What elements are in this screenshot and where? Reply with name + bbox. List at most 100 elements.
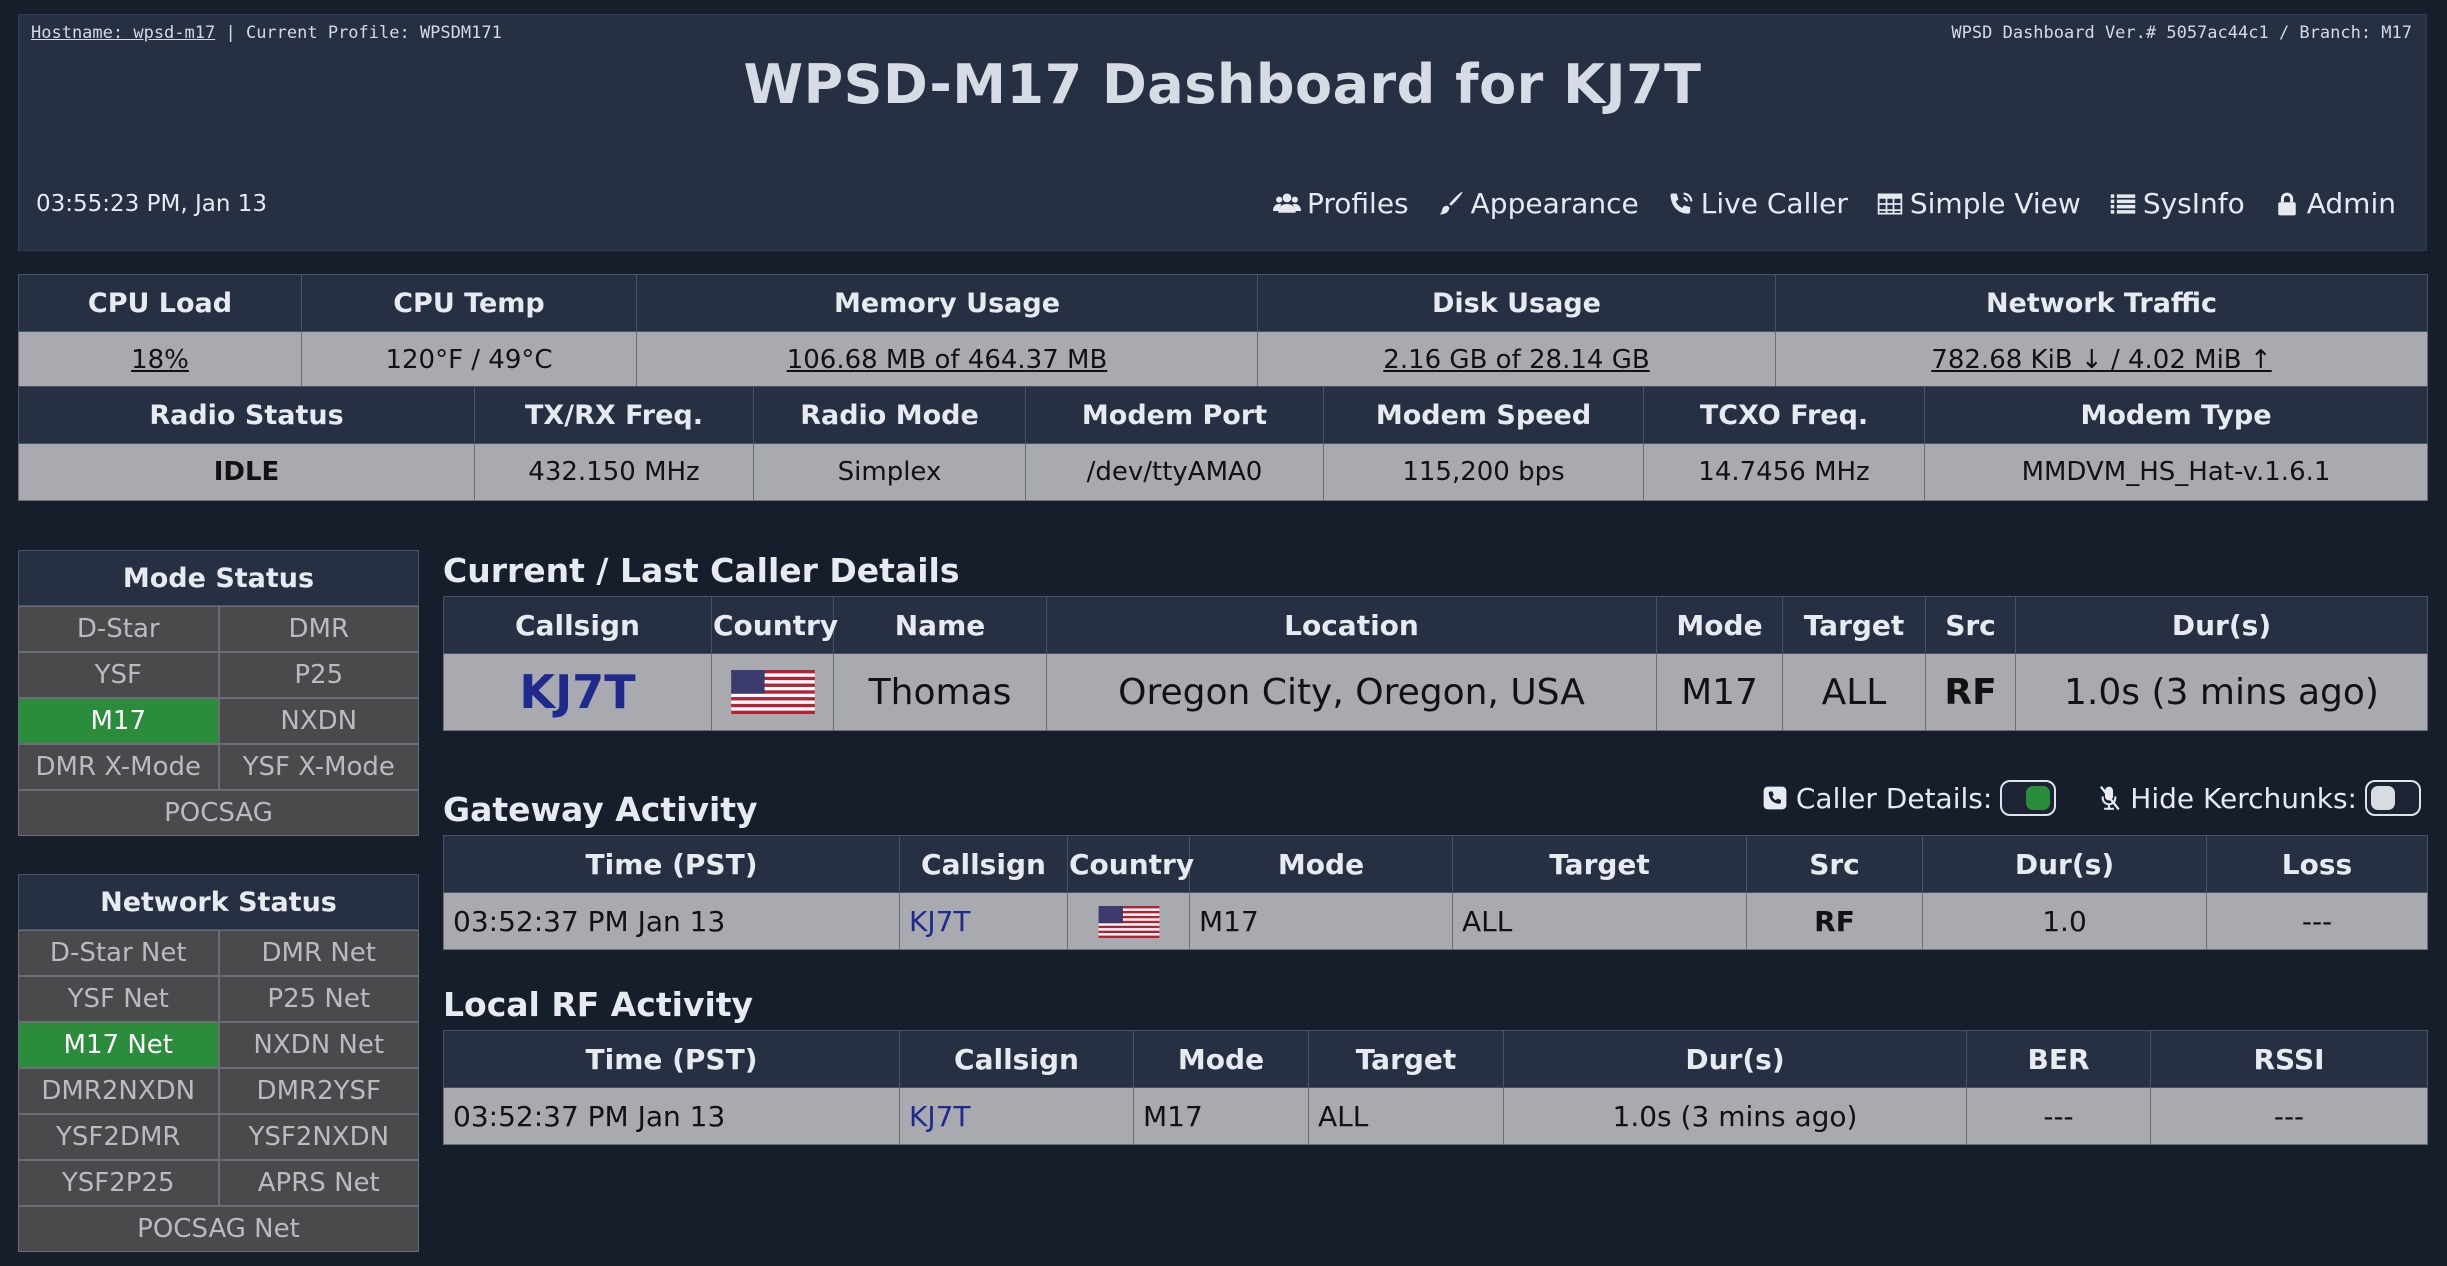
net-ysf2p25: YSF2P25	[18, 1160, 219, 1206]
cpu-load-value[interactable]: 18%	[131, 345, 189, 375]
mode-dmr-xmode: DMR X-Mode	[18, 744, 219, 790]
gateway-activity-table: Time (PST) Callsign Country Mode Target …	[443, 835, 2428, 950]
display-toggles: Caller Details: Hide Kerchunks:	[1762, 780, 2421, 816]
radio-status-value: IDLE	[18, 443, 475, 501]
mode-ysf-xmode: YSF X-Mode	[218, 744, 419, 790]
caller-header-duration: Dur(s)	[2015, 596, 2428, 654]
radio-stats-values: IDLE 432.150 MHz Simplex /dev/ttyAMA0 11…	[18, 443, 2428, 501]
nav-profiles-label: Profiles	[1306, 187, 1409, 220]
caller-details-toggle-group: Caller Details:	[1762, 780, 2057, 816]
phone-icon	[1763, 786, 1787, 810]
local-rf-header-callsign: Callsign	[899, 1030, 1134, 1088]
nav-profiles[interactable]: Profiles	[1272, 187, 1409, 220]
table-row: 03:52:37 PM Jan 13 KJ7T M17 ALL RF 1.0 -…	[443, 892, 2428, 950]
current-profile: | Current Profile: WPSDM171	[225, 23, 502, 43]
hide-kerchunks-label: Hide Kerchunks:	[2130, 781, 2357, 815]
nav-sysinfo[interactable]: SysInfo	[2109, 187, 2245, 220]
gateway-time-value: 03:52:37 PM Jan 13	[443, 892, 900, 950]
net-aprs: APRS Net	[218, 1160, 419, 1206]
hide-kerchunks-toggle-group: Hide Kerchunks:	[2096, 780, 2421, 816]
gateway-callsign-link[interactable]: KJ7T	[909, 904, 971, 938]
net-pocsag: POCSAG Net	[18, 1206, 419, 1252]
gateway-section-title: Gateway Activity	[443, 790, 758, 829]
mode-status-title: Mode Status	[18, 550, 419, 606]
caller-details-toggle[interactable]	[2000, 780, 2057, 816]
local-rf-duration-value: 1.0s (3 mins ago)	[1503, 1087, 1967, 1145]
caller-mode-value: M17	[1656, 653, 1783, 731]
net-m17: M17 Net	[18, 1022, 219, 1068]
local-rf-mode-value: M17	[1133, 1087, 1309, 1145]
header-modem-type: Modem Type	[1924, 386, 2428, 444]
local-rf-header-row: Time (PST) Callsign Mode Target Dur(s) B…	[443, 1030, 2428, 1088]
mode-p25: P25	[218, 652, 419, 698]
us-flag-icon	[730, 670, 815, 714]
gateway-callsign-cell: KJ7T	[899, 892, 1068, 950]
header-txrx-freq: TX/RX Freq.	[474, 386, 754, 444]
disk-cell: 2.16 GB of 28.14 GB	[1257, 331, 1776, 389]
top-nav: Profiles Appearance Live Caller Simple V…	[1272, 187, 2396, 220]
network-cell: 782.68 KiB ↓ / 4.02 MiB ↑	[1775, 331, 2428, 389]
hide-kerchunks-toggle[interactable]	[2365, 780, 2421, 816]
toggle-knob	[2026, 786, 2051, 810]
hostname-link[interactable]: Hostname: wpsd-m17	[31, 23, 216, 43]
caller-callsign-cell: KJ7T	[443, 653, 712, 731]
caller-header-country: Country	[711, 596, 838, 654]
gateway-header-src: Src	[1746, 835, 1923, 893]
gateway-header-mode: Mode	[1189, 835, 1453, 893]
network-traffic-value[interactable]: 782.68 KiB ↓ / 4.02 MiB ↑	[1931, 345, 2272, 375]
net-dstar: D-Star Net	[18, 930, 219, 976]
gateway-header-callsign: Callsign	[899, 835, 1068, 893]
modem-type-value: MMDVM_HS_Hat-v.1.6.1	[1924, 443, 2428, 501]
tcxo-freq-value: 14.7456 MHz	[1643, 443, 1925, 501]
header-network-traffic: Network Traffic	[1775, 274, 2428, 332]
local-rf-header-time: Time (PST)	[443, 1030, 900, 1088]
net-dmr2nxdn: DMR2NXDN	[18, 1068, 219, 1114]
memory-usage-value[interactable]: 106.68 MB of 464.37 MB	[786, 345, 1108, 375]
radio-stats-table: Radio Status TX/RX Freq. Radio Mode Mode…	[18, 386, 2428, 501]
gateway-header-country: Country	[1067, 835, 1194, 893]
modem-speed-value: 115,200 bps	[1323, 443, 1644, 501]
gateway-mode-value: M17	[1189, 892, 1453, 950]
table-row: 03:52:37 PM Jan 13 KJ7T M17 ALL 1.0s (3 …	[443, 1087, 2428, 1145]
gateway-header-row: Time (PST) Callsign Country Mode Target …	[443, 835, 2428, 893]
local-rf-callsign-cell: KJ7T	[899, 1087, 1134, 1145]
caller-header-location: Location	[1046, 596, 1657, 654]
caller-duration-value: 1.0s (3 mins ago)	[2015, 653, 2428, 731]
memory-cell: 106.68 MB of 464.37 MB	[636, 331, 1258, 389]
net-ysf2dmr: YSF2DMR	[18, 1114, 219, 1160]
caller-row: KJ7T Thomas Oregon City, Oregon, USA M17…	[443, 653, 2428, 731]
header-memory-usage: Memory Usage	[636, 274, 1258, 332]
caller-header-target: Target	[1782, 596, 1926, 654]
caller-details-label: Caller Details:	[1795, 781, 1993, 815]
header-modem-port: Modem Port	[1025, 386, 1324, 444]
nav-simple-view[interactable]: Simple View	[1876, 187, 2081, 220]
local-rf-time-value: 03:52:37 PM Jan 13	[443, 1087, 900, 1145]
gateway-header-duration: Dur(s)	[1922, 835, 2207, 893]
caller-header-src: Src	[1925, 596, 2016, 654]
caller-header-callsign: Callsign	[443, 596, 712, 654]
gateway-header-time: Time (PST)	[443, 835, 900, 893]
net-dmr: DMR Net	[218, 930, 419, 976]
gateway-header-loss: Loss	[2206, 835, 2428, 893]
local-rf-target-value: ALL	[1308, 1087, 1504, 1145]
mode-dstar: D-Star	[18, 606, 219, 652]
caller-target-value: ALL	[1782, 653, 1926, 731]
disk-usage-value[interactable]: 2.16 GB of 28.14 GB	[1383, 345, 1650, 375]
nav-sysinfo-label: SysInfo	[2142, 187, 2245, 220]
caller-callsign-link[interactable]: KJ7T	[519, 665, 636, 719]
mode-ysf: YSF	[18, 652, 219, 698]
caller-name-value: Thomas	[833, 653, 1047, 731]
local-rf-activity-table: Time (PST) Callsign Mode Target Dur(s) B…	[443, 1030, 2428, 1145]
local-rf-ber-value: ---	[1966, 1087, 2151, 1145]
caller-details-table: Callsign Country Name Location Mode Targ…	[443, 596, 2428, 731]
caller-header-row: Callsign Country Name Location Mode Targ…	[443, 596, 2428, 654]
header-disk-usage: Disk Usage	[1257, 274, 1776, 332]
nav-admin[interactable]: Admin	[2273, 187, 2396, 220]
nav-appearance[interactable]: Appearance	[1437, 187, 1639, 220]
net-dmr2ysf: DMR2YSF	[218, 1068, 419, 1114]
header-radio-mode: Radio Mode	[753, 386, 1026, 444]
gateway-header-target: Target	[1452, 835, 1747, 893]
lock-icon	[2278, 192, 2296, 215]
local-rf-callsign-link[interactable]: KJ7T	[909, 1099, 971, 1133]
nav-live-caller[interactable]: Live Caller	[1667, 187, 1848, 220]
